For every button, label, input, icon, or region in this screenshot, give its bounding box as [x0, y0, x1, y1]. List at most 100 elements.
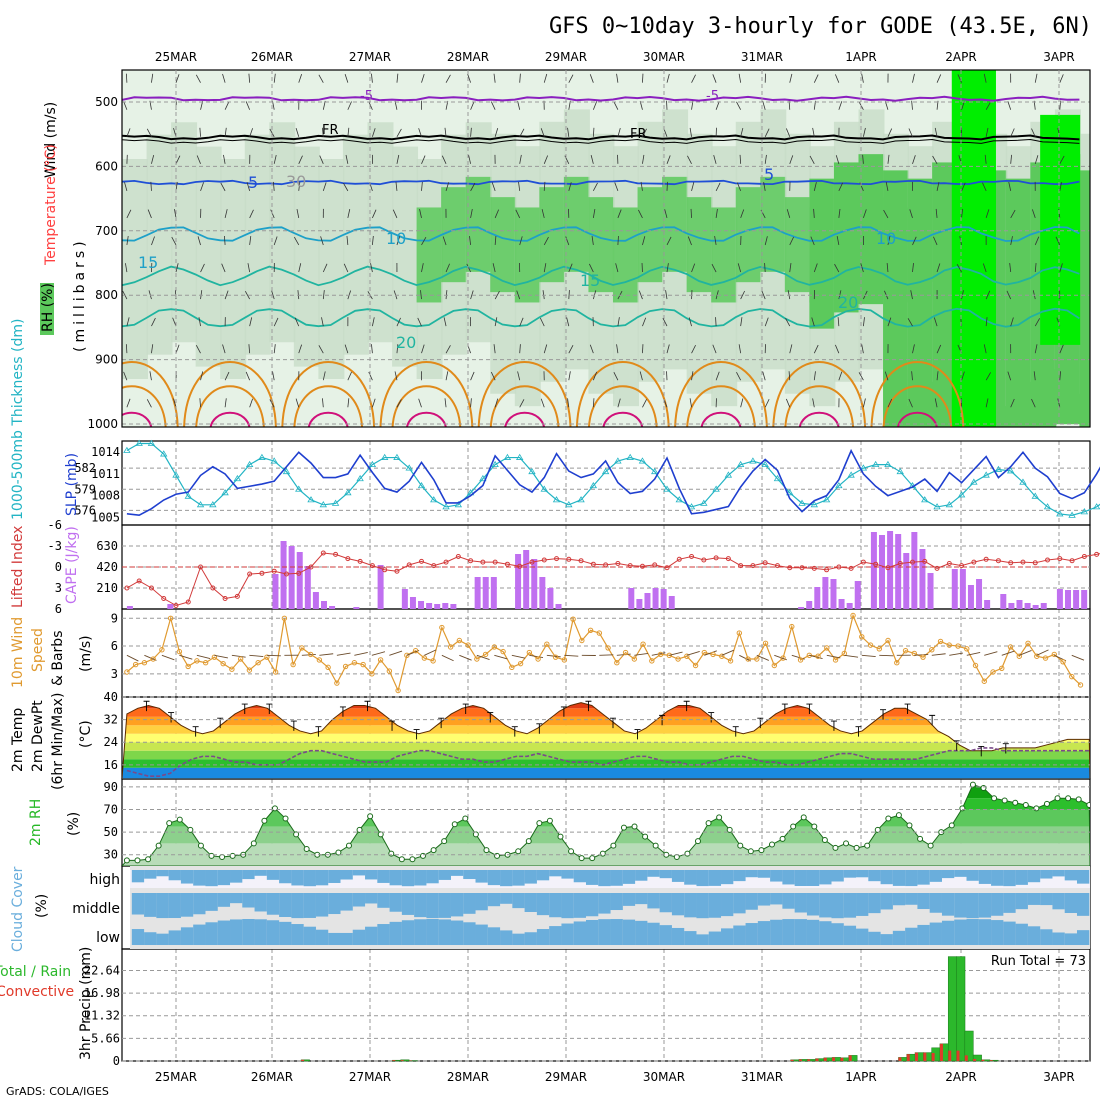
- rh-point: [441, 838, 448, 845]
- rh-patch-green: [833, 162, 860, 313]
- boundary-layer-isotherm: [799, 411, 840, 427]
- precip-tick-label: 22.64: [84, 963, 120, 977]
- rh-point: [832, 844, 839, 851]
- precip-convective-bar: [815, 1058, 819, 1061]
- wind-speed-point: [202, 660, 209, 666]
- wind-barb: [196, 155, 201, 164]
- wind-speed-point: [439, 624, 445, 631]
- wind-barb: [298, 263, 302, 273]
- cape-bar: [959, 569, 966, 609]
- wind-barb: [1031, 398, 1036, 408]
- wind-barb: [197, 236, 201, 246]
- rh-patch-green: [907, 178, 934, 427]
- contour-label: FR: [630, 127, 647, 142]
- wind-barb: [740, 127, 744, 137]
- precip-convective-bar: [948, 1050, 952, 1061]
- wind-speed-point: [237, 656, 244, 662]
- wind-barb: [344, 73, 349, 83]
- rh-point: [821, 837, 828, 844]
- wind-barb: [395, 181, 398, 191]
- lifted-index-point: [369, 563, 375, 569]
- rh-patch-green: [490, 197, 517, 293]
- temp-axis-label: 2m Temp: [10, 708, 26, 772]
- cloud-middle-cell: [414, 893, 427, 918]
- wind-barb: [982, 263, 987, 273]
- minmax-whisker: [487, 712, 494, 723]
- cloud-low-cell: [377, 924, 390, 945]
- cloud-low-cell: [782, 919, 795, 945]
- wind-barb: [858, 372, 864, 381]
- wind-barb: [418, 128, 422, 137]
- cape-bar: [895, 534, 902, 609]
- cloud-high-cell: [929, 870, 942, 882]
- cloud-high-cell: [1064, 870, 1078, 881]
- lifted-index-point: [676, 556, 682, 562]
- wind-speed-point: [806, 652, 813, 659]
- wind-barb: [1006, 290, 1012, 300]
- precip-convective-bar: [989, 1060, 993, 1061]
- cloud-middle-cell: [954, 893, 967, 918]
- cape-bar: [1016, 600, 1023, 609]
- cloud-high-cell: [733, 870, 746, 882]
- lifted-axis-label: Lifted Index: [10, 526, 26, 608]
- cloud-high-cell: [266, 870, 280, 880]
- rh-point: [377, 831, 384, 838]
- wind-barb: [511, 654, 526, 659]
- lifted-tick-label: 3: [55, 581, 62, 595]
- chart-title: GFS 0~10day 3-hourly for GODE (43.5E, 6N…: [549, 14, 1092, 39]
- wind-barb: [149, 371, 152, 381]
- thickness-point: [884, 460, 892, 468]
- wind-barb: [151, 155, 155, 164]
- isotherm-line: [122, 307, 1080, 328]
- cape-bar: [167, 604, 174, 609]
- cloud-high-cell: [303, 870, 316, 887]
- minmax-whisker: [315, 726, 322, 737]
- cloud-high-cell: [1040, 870, 1053, 879]
- wind-barb: [266, 654, 281, 657]
- wind-barb: [568, 345, 574, 354]
- wind-barb: [961, 208, 963, 218]
- cloud-low-cell: [905, 927, 918, 945]
- wind-barb: [445, 371, 449, 381]
- temp-band: [122, 733, 1090, 743]
- wind-barb: [214, 654, 228, 659]
- cloud-low-cell: [1040, 929, 1053, 945]
- wind-barb: [490, 371, 496, 381]
- rh-patch-green: [441, 187, 468, 283]
- cape-bar: [822, 577, 829, 609]
- cape-bar: [919, 549, 926, 609]
- wind-barb: [691, 263, 696, 273]
- wind-barb: [565, 236, 570, 246]
- lifted-index-point: [615, 561, 621, 566]
- cloud-high-cell: [1076, 870, 1090, 884]
- cloud-low-cell: [573, 921, 587, 945]
- cloud-middle-cell: [1040, 893, 1053, 906]
- wind-barb: [125, 263, 128, 273]
- wind-barb: [320, 236, 324, 246]
- rh-patch-green: [1079, 170, 1090, 427]
- wind-barb: [837, 317, 840, 327]
- cloud-high-cell: [561, 870, 574, 879]
- rh-point: [578, 855, 585, 862]
- wind-barb: [662, 317, 668, 327]
- wind-speed-point: [465, 642, 471, 648]
- wind-barb: [445, 345, 451, 354]
- date-label-top: 31MAR: [741, 50, 783, 64]
- wind-barb: [861, 344, 864, 354]
- cloud-low-cell: [279, 921, 292, 945]
- cloud-middle-cell: [352, 893, 366, 907]
- cloud-low-cell: [635, 920, 648, 945]
- wind-barb: [468, 154, 471, 164]
- cape-bar: [976, 579, 983, 609]
- wind-barb: [1031, 209, 1036, 219]
- cloud-middle-cell: [610, 893, 623, 911]
- cape-bar: [1056, 589, 1063, 609]
- wind-speed-point: [946, 642, 952, 648]
- cape-bar: [668, 596, 675, 609]
- wind-barb: [813, 371, 816, 381]
- thickness-point: [761, 460, 769, 468]
- cloud-low-cell: [1003, 921, 1016, 945]
- cape-bar: [814, 587, 821, 609]
- cape-bar: [377, 565, 384, 609]
- wind-barb: [396, 317, 401, 327]
